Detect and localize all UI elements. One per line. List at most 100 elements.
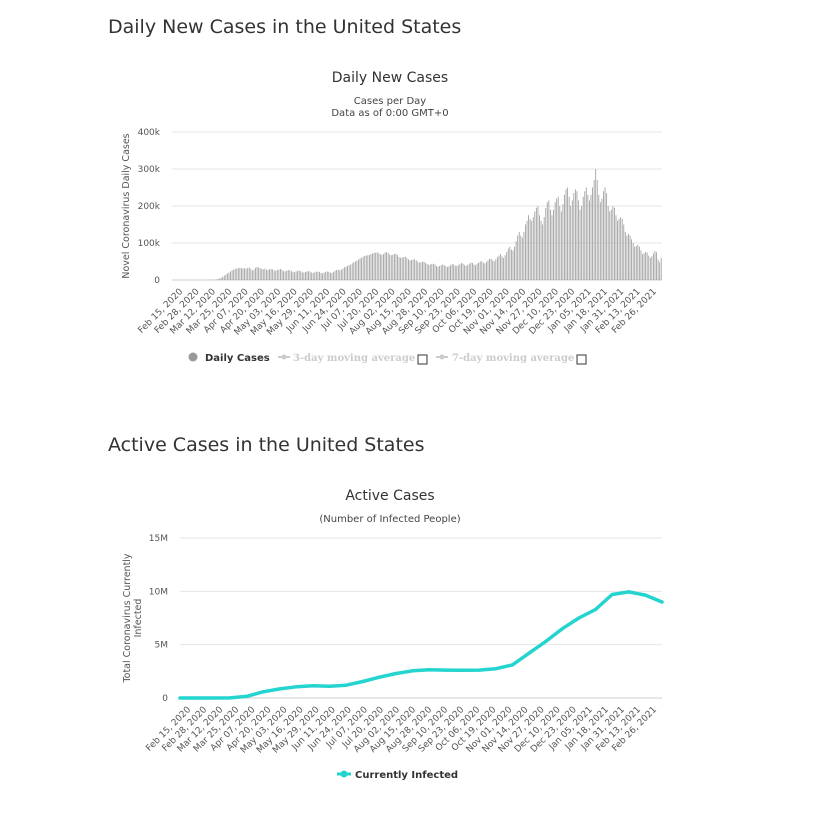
daily-cases-bar xyxy=(442,264,444,280)
daily-cases-bar xyxy=(553,209,554,280)
daily-cases-bar xyxy=(315,271,317,280)
daily-cases-bar xyxy=(443,265,445,280)
legend-item-3-day-average[interactable]: 3-day moving average xyxy=(293,353,415,364)
daily-cases-bar xyxy=(368,254,370,280)
daily-cases-bar xyxy=(389,254,391,280)
daily-cases-bar xyxy=(539,215,540,280)
daily-cases-bar xyxy=(304,271,306,280)
daily-cases-bar xyxy=(567,187,569,280)
daily-cases-bar xyxy=(478,262,480,280)
daily-cases-bar xyxy=(300,271,302,280)
daily-cases-bar xyxy=(404,256,406,280)
legend-item-7-day-average[interactable]: 7-day moving average xyxy=(452,353,574,364)
daily-cases-bar xyxy=(528,215,530,280)
daily-cases-bar xyxy=(506,251,508,280)
legend-marker-daily-cases[interactable] xyxy=(188,352,198,362)
daily-cases-bar xyxy=(311,272,313,280)
currently-infected-point xyxy=(427,668,431,672)
daily-cases-bar xyxy=(651,256,653,280)
daily-cases-bar xyxy=(264,268,266,280)
daily-cases-bar xyxy=(534,211,536,280)
currently-infected-point xyxy=(560,627,564,631)
daily-cases-bar xyxy=(397,255,398,280)
daily-cases-bar xyxy=(319,271,320,280)
currently-infected-point xyxy=(361,679,365,684)
daily-cases-bar xyxy=(454,265,456,280)
daily-cases-bar xyxy=(284,271,286,280)
daily-cases-bar xyxy=(301,272,303,280)
daily-cases-bar xyxy=(649,257,651,280)
chart-subtitle: (Number of Infected People) xyxy=(319,514,460,525)
currently-infected-point xyxy=(510,663,514,667)
daily-cases-bar xyxy=(618,218,620,280)
daily-cases-bar xyxy=(507,248,509,280)
daily-cases-bar xyxy=(345,266,347,280)
daily-cases-bar xyxy=(236,268,238,280)
daily-cases-bar xyxy=(439,265,441,280)
legend-marker-3-day-average-dot xyxy=(281,354,287,360)
daily-cases-bar xyxy=(415,260,417,280)
daily-cases-bar xyxy=(646,252,648,280)
daily-cases-bar xyxy=(251,270,253,280)
daily-cases-bar xyxy=(250,268,252,280)
daily-cases-bar xyxy=(654,251,656,280)
daily-cases-bar xyxy=(278,269,280,280)
daily-cases-bar xyxy=(457,265,459,280)
legend-item-currently-infected[interactable]: Currently Infected xyxy=(355,770,458,781)
daily-cases-bar xyxy=(314,272,316,280)
daily-cases-bar xyxy=(470,262,472,280)
daily-cases-bar xyxy=(562,204,564,280)
daily-cases-bar xyxy=(381,254,383,280)
daily-cases-bar xyxy=(407,259,409,280)
daily-cases-bar xyxy=(642,254,643,280)
daily-cases-bar xyxy=(514,246,515,280)
y-tick-label: 10M xyxy=(149,587,168,597)
daily-cases-bar xyxy=(265,269,267,280)
daily-cases-bar xyxy=(635,245,637,280)
daily-cases-bar xyxy=(434,264,436,280)
daily-cases-bar xyxy=(551,215,553,280)
daily-cases-bar xyxy=(270,268,272,280)
daily-cases-bar xyxy=(326,271,328,280)
checkbox-7-day-average[interactable] xyxy=(576,354,587,365)
daily-cases-bar xyxy=(336,270,338,280)
daily-cases-bar xyxy=(587,194,589,280)
daily-cases-bar xyxy=(350,264,352,280)
y-tick-label: 100k xyxy=(138,239,161,249)
daily-cases-bar xyxy=(659,262,661,280)
daily-cases-bar xyxy=(448,266,450,280)
daily-cases-bar xyxy=(417,261,419,280)
currently-infected-point xyxy=(244,694,249,698)
currently-infected-point xyxy=(627,590,631,594)
y-tick-label: 400k xyxy=(138,128,161,138)
daily-cases-bar xyxy=(370,254,372,280)
checkbox-3-day-average[interactable] xyxy=(417,354,428,365)
daily-cases-bar xyxy=(617,220,618,280)
legend-item-daily-cases[interactable]: Daily Cases xyxy=(205,353,270,364)
daily-cases-bar xyxy=(529,218,531,280)
daily-cases-bar xyxy=(223,275,225,280)
daily-cases-bar xyxy=(503,257,505,280)
currently-infected-point xyxy=(377,675,381,679)
daily-cases-bar xyxy=(542,224,544,280)
daily-cases-bar xyxy=(259,268,261,280)
daily-cases-bar xyxy=(560,211,562,280)
daily-cases-bar xyxy=(447,267,448,280)
daily-cases-bar xyxy=(489,258,490,280)
daily-cases-bar xyxy=(495,259,497,280)
daily-cases-bar xyxy=(411,260,412,280)
daily-cases-bar xyxy=(582,196,584,280)
legend-marker-7-day-average-dot xyxy=(439,354,445,360)
currently-infected-line xyxy=(178,590,664,700)
daily-cases-bar xyxy=(459,264,461,280)
daily-cases-bar xyxy=(615,215,617,280)
daily-cases-bar xyxy=(606,193,608,280)
daily-cases-bar xyxy=(461,262,462,280)
daily-cases-bar xyxy=(276,270,278,280)
daily-cases-bar xyxy=(548,200,550,280)
daily-cases-bar xyxy=(487,260,489,280)
daily-cases-bar xyxy=(564,194,565,280)
daily-cases-bar xyxy=(379,254,381,280)
daily-cases-bar xyxy=(376,252,378,280)
daily-cases-bar xyxy=(450,265,451,280)
